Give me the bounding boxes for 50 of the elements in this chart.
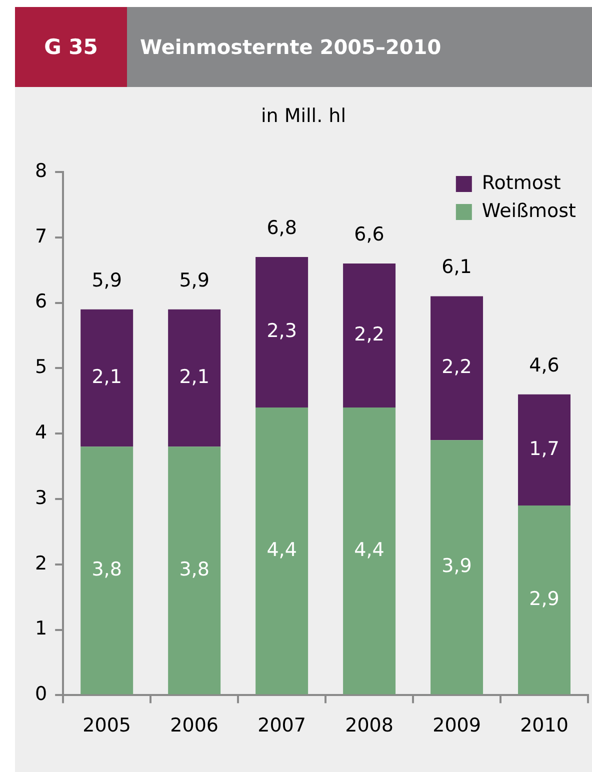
y-tick-label: 0 <box>34 683 48 706</box>
bar <box>430 440 484 694</box>
total-label: 5,9 <box>92 269 122 292</box>
bar <box>430 296 484 440</box>
bar <box>80 309 134 447</box>
data-label: 3,8 <box>179 558 210 580</box>
data-label: 4,4 <box>266 538 297 561</box>
bar <box>168 309 221 447</box>
data-label: 3,9 <box>442 555 472 578</box>
total-label: 6,8 <box>266 216 297 239</box>
y-tick-label: 3 <box>34 486 48 509</box>
x-tick-label: 2007 <box>258 714 306 737</box>
data-label: 2,9 <box>529 588 560 610</box>
y-tick-label: 8 <box>34 160 48 182</box>
x-tick-label: 2006 <box>170 714 218 737</box>
bar <box>518 394 571 506</box>
y-tick-label: 4 <box>34 422 48 444</box>
x-tick-label: 2005 <box>82 714 132 737</box>
y-tick-label: 6 <box>34 290 48 313</box>
text: G 35 <box>44 35 98 59</box>
total-label: 6,1 <box>442 256 472 278</box>
data-label: 1,7 <box>529 438 560 460</box>
y-tick-label: 7 <box>34 225 48 248</box>
data-label: 3,8 <box>92 558 122 580</box>
x-tick-label: 2008 <box>345 714 394 737</box>
total-label: 6,6 <box>354 223 384 246</box>
total-label: 5,9 <box>179 269 210 292</box>
data-label: 2,1 <box>179 366 210 388</box>
x-tick-label: 2010 <box>520 714 568 737</box>
data-label: 4,4 <box>354 538 384 561</box>
bar <box>256 257 308 408</box>
bar <box>343 407 396 694</box>
chart-title: Weinmosternte 2005–2010 <box>140 34 442 61</box>
x-tick-label: 2009 <box>432 714 481 737</box>
total-label: 4,6 <box>529 354 560 376</box>
data-label: 2,3 <box>266 320 297 342</box>
bar <box>256 407 308 694</box>
y-tick-label: 1 <box>34 618 48 640</box>
y-tick-label: 5 <box>34 356 48 378</box>
data-label: 2,1 <box>92 366 122 388</box>
bar <box>518 506 571 694</box>
bar <box>168 446 221 694</box>
chart-subtitle: in Mill. hl <box>260 105 347 127</box>
legend-label: Weißmost <box>482 200 576 222</box>
bar <box>343 264 396 408</box>
y-tick-label: 2 <box>34 552 48 574</box>
data-label: 2,2 <box>442 356 472 378</box>
legend-label: Rotmost <box>482 172 561 194</box>
bar <box>80 446 134 694</box>
data-label: 2,2 <box>354 323 384 346</box>
